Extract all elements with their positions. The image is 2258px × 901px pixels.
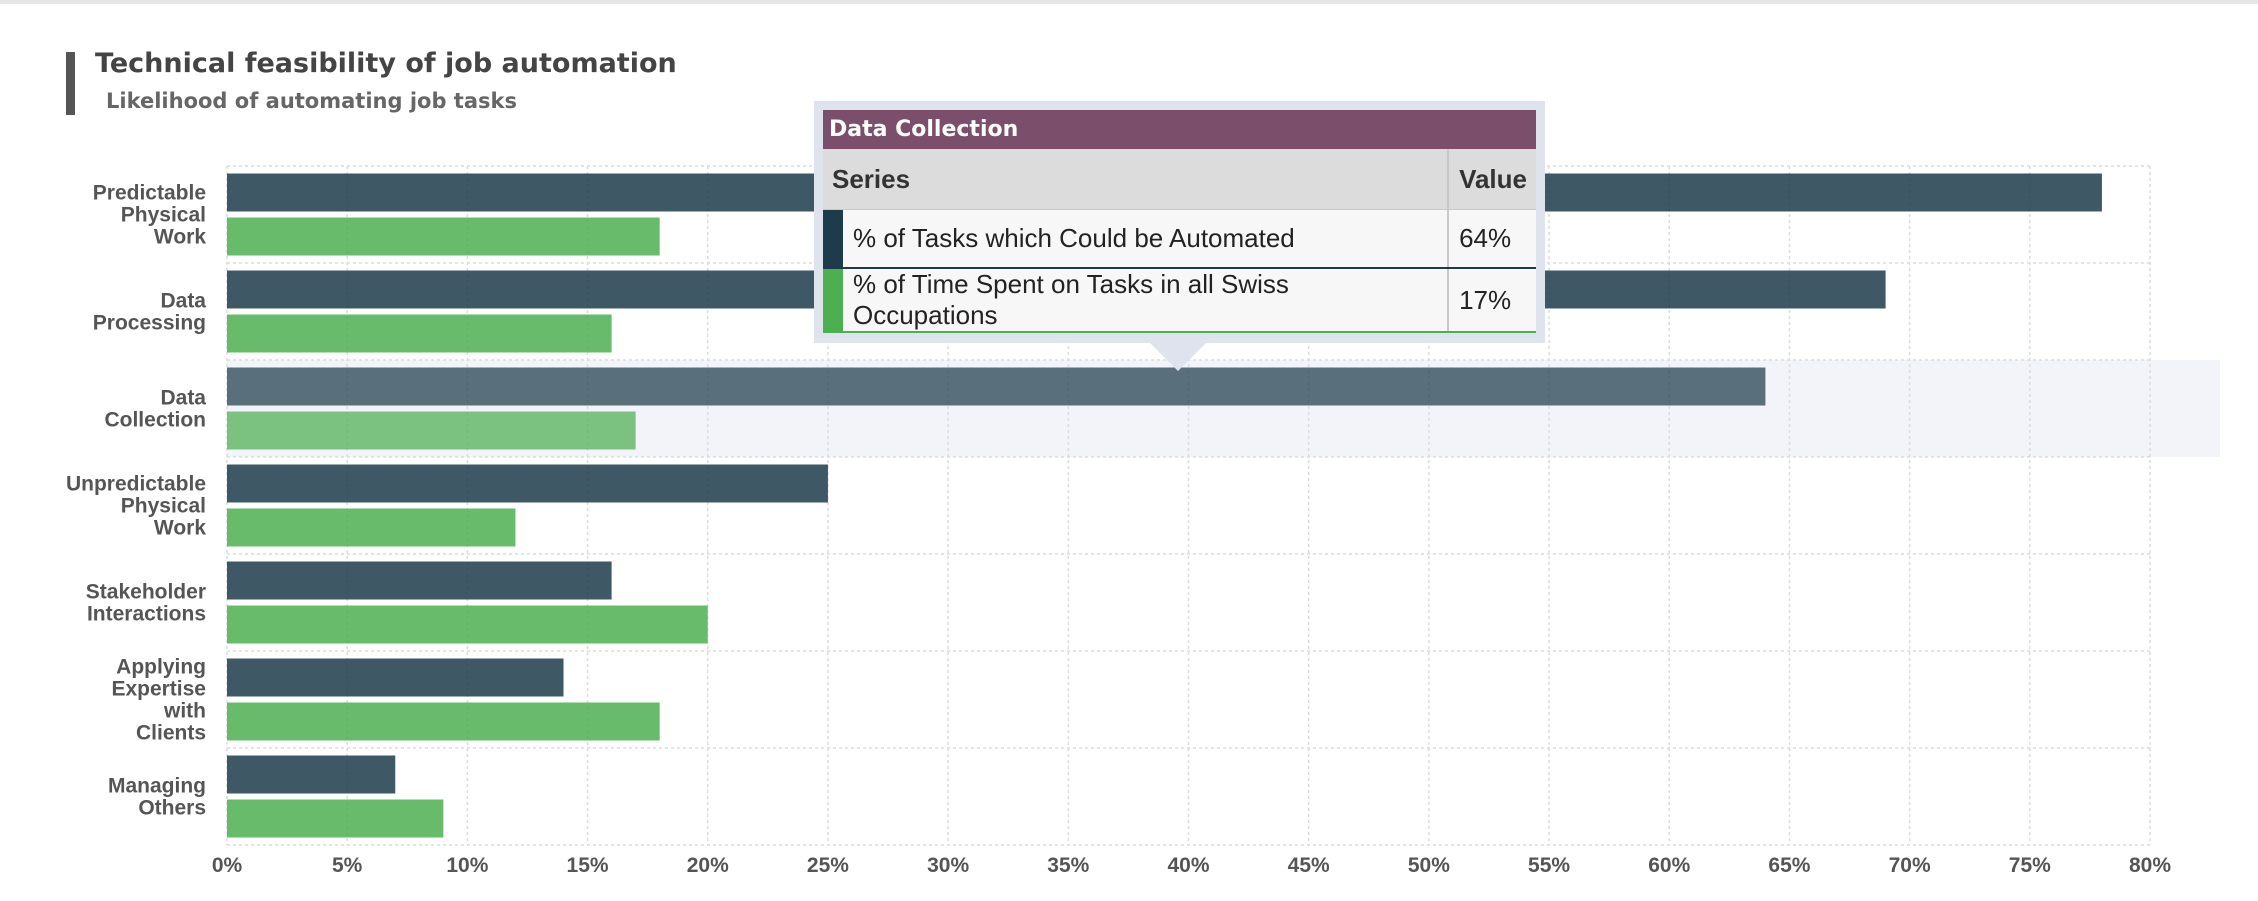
bar-tasks-automated[interactable]: [227, 367, 1766, 406]
x-tick-label: 10%: [446, 854, 488, 877]
category-label: Managing Others: [108, 775, 206, 820]
tooltip-table: Series Value % of Tasks which Could be A…: [823, 149, 1536, 333]
tooltip-series-value: 64%: [1447, 209, 1536, 269]
x-axis-ticks: 0% 5% 10% 15% 20% 25% 30% 35% 40% 45% 50% 55% 60% 65%…: [212, 854, 2172, 877]
category-label: Applying Expertise with Clients: [111, 656, 206, 745]
x-tick-label: 15%: [567, 854, 609, 877]
bar-time-spent[interactable]: [227, 605, 708, 644]
category-labels: Predictable Physical Work Data Processing Dat…: [66, 182, 206, 820]
category-label: Unpredictable Physical Work: [66, 473, 206, 540]
top-border: [0, 0, 2258, 4]
bar-time-spent[interactable]: [227, 217, 660, 256]
grid: [226, 165, 2220, 846]
series-swatch: [823, 209, 843, 269]
bar-time-spent[interactable]: [227, 411, 636, 450]
tooltip-pointer: [1150, 343, 1206, 371]
tooltip: Data Collection Series Value % of Tasks …: [814, 101, 1545, 343]
chart-title: Technical feasibility of job automation: [95, 48, 677, 79]
x-tick-label: 0%: [212, 854, 243, 877]
title-accent-bar: [66, 52, 75, 115]
tooltip-col-series: Series: [823, 149, 1449, 210]
bar-tasks-automated[interactable]: [227, 755, 396, 794]
category-label: Stakeholder Interactions: [86, 581, 206, 626]
tooltip-col-value: Value: [1447, 149, 1536, 210]
bar-time-spent[interactable]: [227, 702, 660, 741]
x-tick-label: 60%: [1648, 854, 1690, 877]
x-tick-label: 20%: [687, 854, 729, 877]
series-swatch: [823, 268, 843, 333]
x-tick-label: 40%: [1167, 854, 1209, 877]
bar-tasks-automated[interactable]: [227, 561, 612, 600]
category-label: Data Collection: [104, 387, 206, 432]
x-tick-label: 30%: [927, 854, 969, 877]
x-tick-label: 65%: [1768, 854, 1810, 877]
tooltip-series-name: % of Time Spent on Tasks in all Swiss Oc…: [843, 268, 1449, 333]
tooltip-row: % of Tasks which Could be Automated 64%: [823, 209, 1536, 269]
bar-time-spent[interactable]: [227, 314, 612, 353]
x-tick-label: 5%: [332, 854, 363, 877]
tooltip-series-value: 17%: [1447, 268, 1536, 333]
x-tick-label: 75%: [2009, 854, 2051, 877]
category-label: Predictable Physical Work: [93, 182, 207, 249]
category-label: Data Processing: [93, 290, 207, 335]
chart-subtitle: Likelihood of automating job tasks: [106, 89, 517, 113]
x-tick-label: 35%: [1047, 854, 1089, 877]
tooltip-header-row: Series Value: [823, 149, 1536, 210]
x-tick-label: 80%: [2129, 854, 2171, 877]
tooltip-header: Data Collection: [823, 110, 1536, 149]
tooltip-series-name: % of Tasks which Could be Automated: [843, 209, 1449, 269]
x-tick-label: 50%: [1408, 854, 1450, 877]
bar-time-spent[interactable]: [227, 799, 444, 838]
bar-tasks-automated[interactable]: [227, 658, 564, 697]
x-tick-label: 70%: [1889, 854, 1931, 877]
x-tick-label: 55%: [1528, 854, 1570, 877]
tooltip-row: % of Time Spent on Tasks in all Swiss Oc…: [823, 268, 1536, 333]
x-tick-label: 25%: [807, 854, 849, 877]
x-tick-label: 45%: [1288, 854, 1330, 877]
bar-time-spent[interactable]: [227, 508, 516, 547]
bar-tasks-automated[interactable]: [227, 464, 828, 503]
